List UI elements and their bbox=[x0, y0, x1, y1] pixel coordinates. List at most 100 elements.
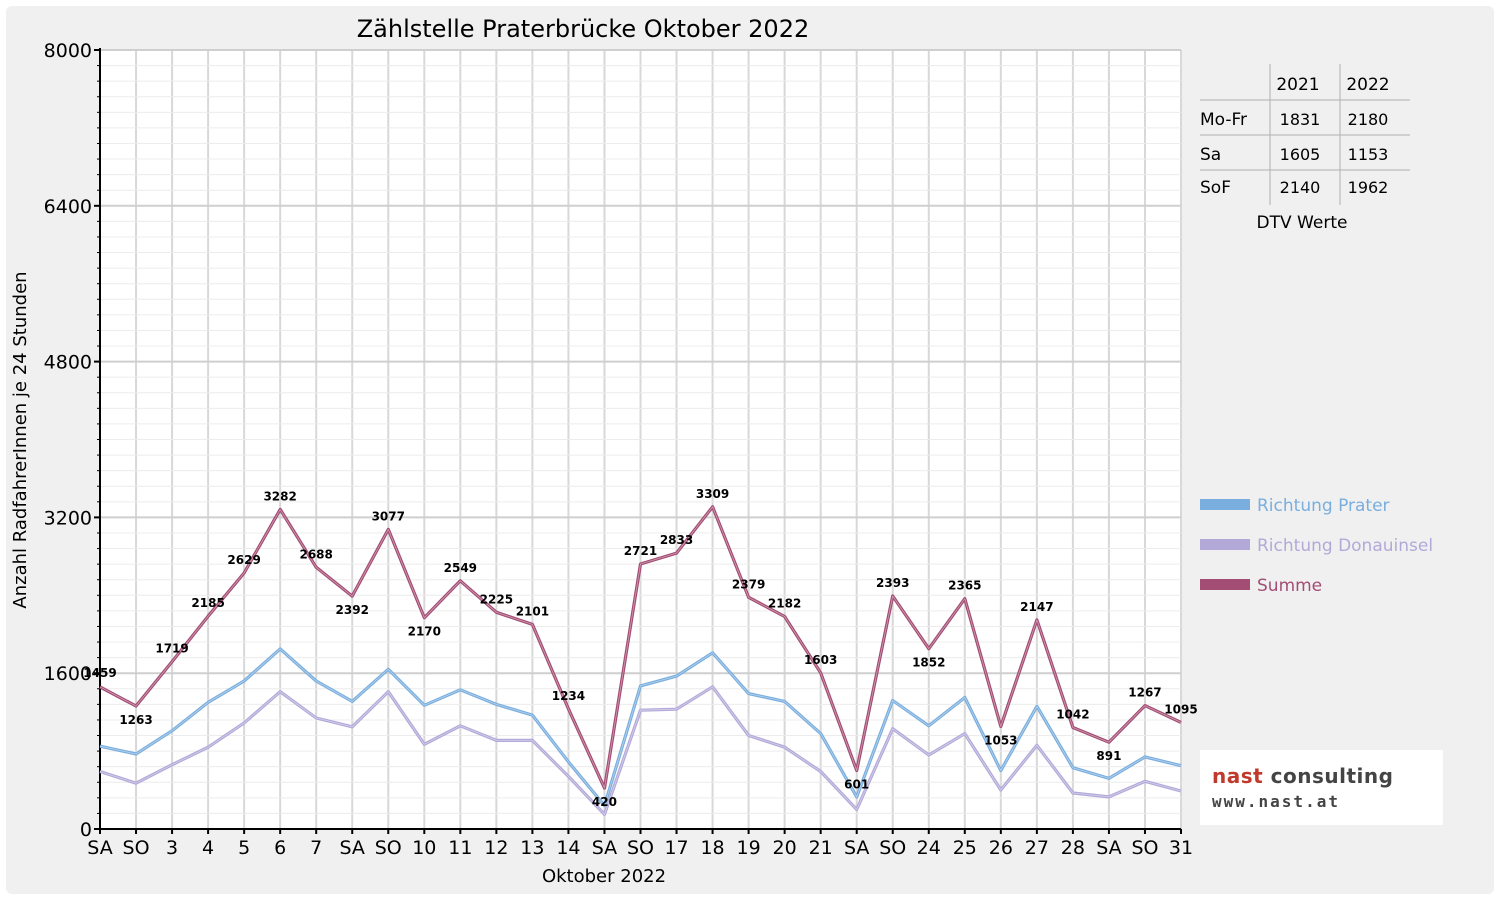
x-tick-label: 13 bbox=[520, 837, 544, 859]
y-tick-label: 0 bbox=[80, 819, 92, 841]
data-label: 1719 bbox=[155, 642, 188, 656]
y-tick-label: 8000 bbox=[44, 40, 92, 62]
grid bbox=[100, 49, 1182, 829]
data-label: 1095 bbox=[1164, 702, 1197, 716]
series-line-highlight bbox=[99, 686, 1182, 815]
data-label: 2365 bbox=[948, 579, 981, 593]
data-label: 1042 bbox=[1056, 708, 1089, 722]
data-label: 1053 bbox=[984, 733, 1017, 747]
y-tick-label: 3200 bbox=[44, 507, 92, 529]
data-label: 2225 bbox=[480, 592, 513, 606]
legend-label: Richtung Prater bbox=[1257, 496, 1390, 516]
x-tick-label: 19 bbox=[737, 837, 761, 859]
x-tick-label: 18 bbox=[700, 837, 724, 859]
data-label: 1267 bbox=[1128, 686, 1161, 700]
series-line-highlight bbox=[99, 648, 1182, 806]
data-label: 1263 bbox=[119, 713, 152, 727]
x-tick-label: SO bbox=[375, 837, 402, 859]
x-tick-label: SA bbox=[844, 837, 869, 859]
table-row-label: Sa bbox=[1200, 145, 1221, 165]
dtv-table: 2021 2022 Mo-Fr 1831 2180 Sa 1605 1153 SoF 2140 19… bbox=[1200, 64, 1410, 233]
series-lines bbox=[99, 505, 1182, 817]
x-tick-label: 4 bbox=[202, 837, 214, 859]
legend-label: Summe bbox=[1257, 576, 1322, 596]
table-header: 2021 bbox=[1276, 75, 1319, 95]
data-label: 2392 bbox=[336, 603, 369, 617]
table-row-label: Mo-Fr bbox=[1200, 110, 1247, 130]
table-cell: 1962 bbox=[1348, 178, 1389, 197]
data-label: 2833 bbox=[660, 533, 693, 547]
data-label: 3309 bbox=[696, 487, 729, 501]
table-cell: 2180 bbox=[1348, 110, 1389, 129]
data-labels: 1459 1263 1719 2185 2629 3282 2688 2392 3077 2170… bbox=[83, 487, 1197, 809]
x-axis-ticks: SA SO 3 4 5 6 7 SA SO 10 11 12 13 14 SA SO 17 18 19 20 21 SA S… bbox=[87, 829, 1193, 859]
series-line bbox=[99, 647, 1182, 808]
x-tick-label: 20 bbox=[773, 837, 797, 859]
x-tick-label: 3 bbox=[166, 837, 178, 859]
data-label: 2147 bbox=[1020, 600, 1053, 614]
x-tick-label: SA bbox=[592, 837, 617, 859]
x-tick-label: SO bbox=[1131, 837, 1158, 859]
data-label: 1852 bbox=[912, 656, 945, 670]
data-label: 2101 bbox=[516, 604, 549, 618]
series-line-highlight bbox=[99, 506, 1182, 789]
data-label: 2185 bbox=[191, 596, 224, 610]
data-label: 2549 bbox=[444, 561, 477, 575]
table-cell: 1153 bbox=[1348, 145, 1389, 164]
legend: Richtung Prater Richtung Donauinsel Summe bbox=[1200, 496, 1433, 596]
data-label: 2379 bbox=[732, 577, 765, 591]
x-tick-label: SO bbox=[627, 837, 654, 859]
chart-title: Zählstelle Praterbrücke Oktober 2022 bbox=[357, 15, 810, 43]
x-axis-label: Oktober 2022 bbox=[542, 866, 666, 887]
data-label: 2688 bbox=[299, 547, 332, 561]
data-label: 1603 bbox=[804, 653, 837, 667]
data-label: 891 bbox=[1096, 749, 1121, 763]
data-label: 1459 bbox=[83, 666, 116, 680]
x-tick-label: 26 bbox=[989, 837, 1013, 859]
x-tick-label: 25 bbox=[953, 837, 977, 859]
series-line bbox=[99, 505, 1182, 790]
x-tick-label: 6 bbox=[274, 837, 286, 859]
data-label: 1234 bbox=[552, 689, 585, 703]
x-tick-label: 10 bbox=[412, 837, 436, 859]
legend-swatch bbox=[1200, 499, 1250, 510]
x-tick-label: SO bbox=[123, 837, 150, 859]
table-header: 2022 bbox=[1346, 75, 1389, 95]
legend-swatch bbox=[1200, 539, 1250, 550]
x-tick-label: 24 bbox=[917, 837, 941, 859]
y-axis-label: Anzahl RadfahrerInnen je 24 Stunden bbox=[10, 271, 31, 608]
data-label: 601 bbox=[844, 777, 869, 791]
x-tick-label: SA bbox=[1096, 837, 1121, 859]
x-tick-label: 14 bbox=[556, 837, 580, 859]
x-tick-label: 7 bbox=[310, 837, 322, 859]
table-cell: 1831 bbox=[1280, 110, 1321, 129]
y-tick-label: 6400 bbox=[44, 196, 92, 218]
data-label: 2629 bbox=[227, 553, 260, 567]
logo-title: nast consulting bbox=[1212, 764, 1394, 788]
x-tick-label: 17 bbox=[664, 837, 688, 859]
x-tick-label: 28 bbox=[1061, 837, 1085, 859]
x-tick-label: 11 bbox=[448, 837, 472, 859]
table-row-label: SoF bbox=[1200, 178, 1231, 198]
table-cell: 2140 bbox=[1280, 178, 1321, 197]
x-tick-label: 12 bbox=[484, 837, 508, 859]
x-tick-label: 21 bbox=[809, 837, 833, 859]
y-tick-label: 1600 bbox=[44, 663, 92, 685]
x-tick-label: SA bbox=[340, 837, 365, 859]
data-label: 2721 bbox=[624, 544, 657, 558]
legend-swatch bbox=[1200, 579, 1250, 590]
y-axis-ticks: 0 1600 3200 4800 6400 8000 bbox=[44, 40, 100, 841]
logo-url: www.nast.at bbox=[1212, 792, 1340, 811]
x-tick-label: 31 bbox=[1169, 837, 1193, 859]
table-cell: 1605 bbox=[1280, 145, 1321, 164]
table-caption: DTV Werte bbox=[1257, 213, 1348, 233]
x-tick-label: SO bbox=[879, 837, 906, 859]
x-tick-label: 5 bbox=[238, 837, 250, 859]
x-tick-label: SA bbox=[87, 837, 112, 859]
data-label: 420 bbox=[592, 795, 617, 809]
x-tick-label: 27 bbox=[1025, 837, 1049, 859]
data-label: 2393 bbox=[876, 576, 909, 590]
logo: nast consulting www.nast.at bbox=[1200, 750, 1443, 825]
data-label: 2170 bbox=[408, 625, 441, 639]
